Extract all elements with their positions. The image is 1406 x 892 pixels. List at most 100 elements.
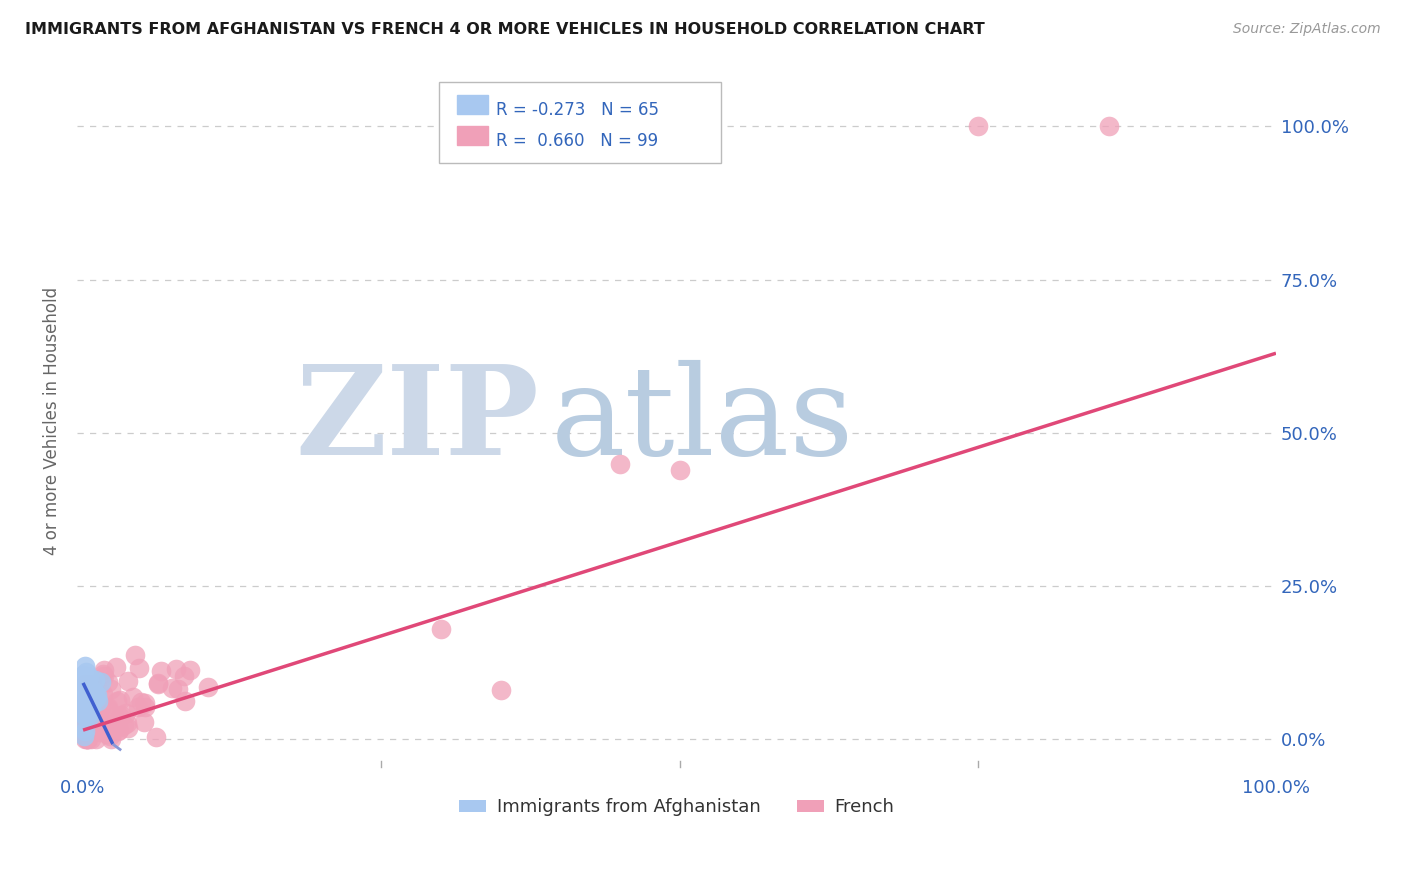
Point — [76, 732, 98, 747]
Point — [75, 697, 97, 711]
Point — [75, 694, 97, 708]
Point — [77, 706, 100, 720]
Point — [72, 707, 94, 722]
Point — [83, 694, 105, 708]
Point — [91, 687, 114, 701]
Point — [77, 698, 100, 713]
Point — [80, 720, 103, 734]
Point — [90, 674, 112, 689]
Point — [75, 682, 97, 697]
Point — [84, 694, 107, 708]
Point — [75, 685, 97, 699]
Point — [76, 732, 98, 747]
Point — [75, 708, 97, 723]
Point — [77, 703, 100, 717]
Point — [104, 715, 127, 730]
Point — [80, 732, 103, 747]
Point — [146, 676, 169, 690]
Point — [76, 702, 98, 716]
Point — [87, 710, 110, 724]
Point — [489, 683, 512, 698]
Point — [77, 670, 100, 684]
Point — [75, 694, 97, 708]
Point — [108, 693, 131, 707]
Point — [114, 706, 136, 720]
Point — [84, 732, 107, 747]
Point — [73, 680, 96, 694]
Point — [107, 723, 129, 737]
Point — [83, 673, 105, 688]
Point — [77, 683, 100, 698]
Point — [76, 700, 98, 714]
Point — [76, 704, 98, 718]
Legend: Immigrants from Afghanistan, French: Immigrants from Afghanistan, French — [451, 791, 901, 823]
Point — [1098, 120, 1121, 134]
Point — [73, 724, 96, 739]
Point — [72, 668, 94, 682]
Point — [79, 708, 101, 723]
Point — [112, 718, 135, 732]
Point — [165, 662, 187, 676]
Point — [75, 706, 97, 720]
Text: atlas: atlas — [551, 360, 853, 481]
Point — [86, 712, 108, 726]
Point — [80, 722, 103, 736]
Point — [80, 724, 103, 739]
Point — [105, 721, 128, 735]
Point — [75, 665, 97, 679]
Point — [108, 709, 131, 723]
Point — [100, 682, 122, 697]
Point — [167, 681, 190, 696]
Point — [83, 706, 105, 721]
Point — [87, 694, 110, 708]
Point — [76, 697, 98, 711]
Point — [79, 684, 101, 698]
Point — [73, 694, 96, 708]
Point — [101, 723, 124, 737]
Point — [117, 674, 139, 689]
Point — [97, 675, 120, 690]
Y-axis label: 4 or more Vehicles in Household: 4 or more Vehicles in Household — [44, 286, 60, 555]
Point — [73, 702, 96, 716]
Point — [76, 673, 98, 688]
Point — [75, 692, 97, 706]
Point — [77, 686, 100, 700]
Point — [73, 677, 96, 691]
Point — [174, 694, 197, 708]
Point — [84, 690, 107, 705]
Point — [90, 722, 112, 736]
Point — [72, 720, 94, 734]
Point — [76, 681, 98, 696]
Point — [73, 706, 96, 721]
Point — [75, 706, 97, 721]
Point — [134, 700, 156, 714]
Point — [77, 697, 100, 711]
Point — [115, 715, 138, 730]
Point — [76, 680, 98, 694]
Point — [73, 729, 96, 743]
Text: R =  0.660   N = 99: R = 0.660 N = 99 — [496, 132, 658, 150]
Point — [79, 680, 101, 694]
Point — [73, 707, 96, 722]
Point — [97, 700, 120, 714]
Point — [86, 703, 108, 717]
Point — [79, 693, 101, 707]
Point — [76, 698, 98, 713]
Point — [73, 712, 96, 726]
Point — [76, 690, 98, 705]
Point — [73, 689, 96, 703]
Point — [80, 677, 103, 691]
Point — [90, 700, 112, 714]
Text: ZIP: ZIP — [295, 360, 538, 481]
Point — [98, 729, 121, 743]
Point — [129, 695, 152, 709]
Point — [966, 120, 988, 134]
Point — [73, 697, 96, 711]
Point — [80, 703, 103, 717]
Point — [75, 732, 97, 747]
Point — [122, 690, 145, 705]
Point — [83, 690, 105, 705]
Point — [89, 724, 111, 739]
Point — [197, 680, 219, 694]
Point — [72, 675, 94, 690]
